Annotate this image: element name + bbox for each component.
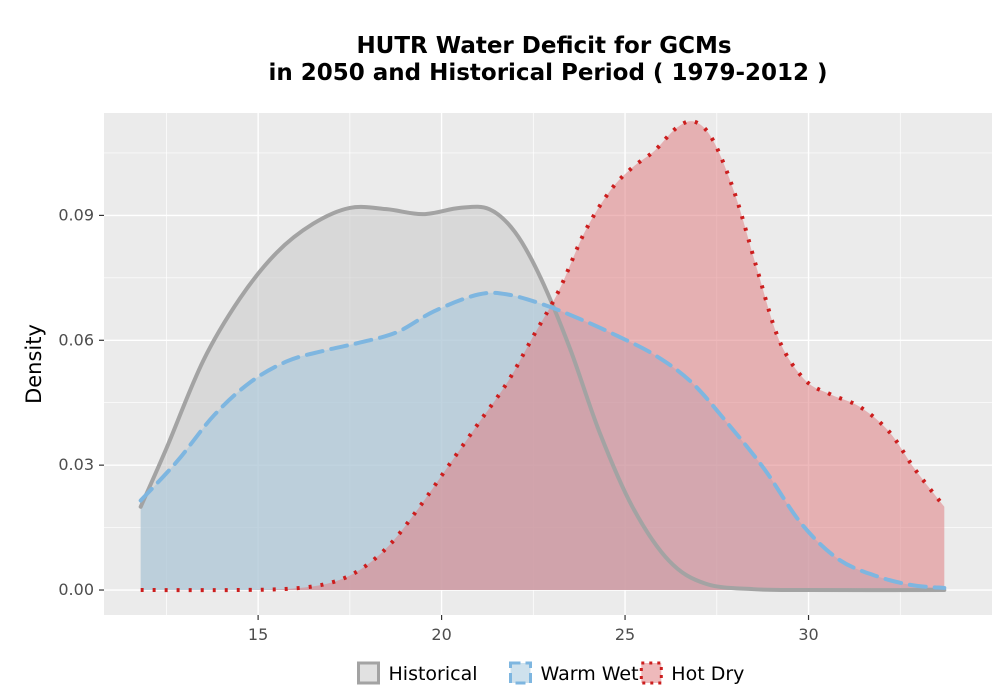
legend-key-historical [357,661,380,685]
legend: Historical Warm Wet Hot Dry [357,661,744,685]
chart-title-line-1: HUTR Water Deficit for GCMs [356,33,731,59]
x-axis-ticks: 15 20 25 30 [248,615,819,644]
density-areas [140,121,945,591]
y-tick-label: 0.00 [58,580,94,599]
x-tick-label: 15 [248,625,268,644]
x-tick-label: 30 [798,625,818,644]
legend-item-hot-dry: Hot Dry [639,661,744,685]
legend-key-warm-wet [509,661,532,685]
legend-label-historical: Historical [389,663,478,685]
legend-item-historical: Historical [357,661,478,685]
line-historical [138,204,947,593]
legend-label-hot-dry: Hot Dry [671,663,744,685]
y-axis-ticks: 0.00 0.03 0.06 0.09 [58,205,104,599]
legend-key-hot-dry [639,661,663,685]
y-tick-label: 0.03 [58,455,94,474]
line-hot-dry [140,119,946,593]
x-tick-label: 25 [615,625,635,644]
chart-title-line-2: in 2050 and Historical Period ( 1979-201… [268,60,827,86]
y-axis-title: Density [22,324,46,404]
legend-label-warm-wet: Warm Wet [541,663,639,685]
area-hot-dry [140,121,945,591]
legend-item-warm-wet: Warm Wet [509,661,639,685]
x-tick-label: 20 [431,625,451,644]
line-warm-wet [138,290,947,590]
y-tick-label: 0.06 [58,330,94,349]
density-lines [138,119,947,593]
y-tick-label: 0.09 [58,205,94,224]
